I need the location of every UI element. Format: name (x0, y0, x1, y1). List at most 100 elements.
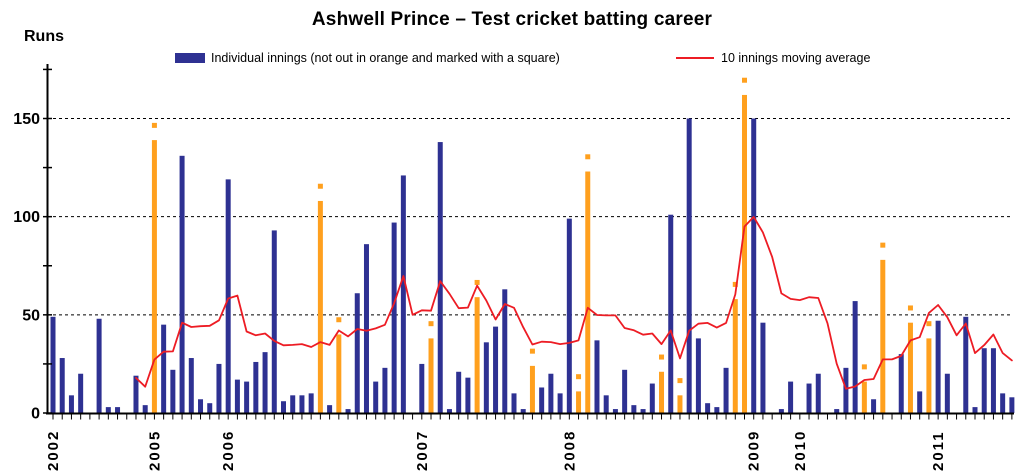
not-out-marker (926, 321, 932, 327)
innings-bar (640, 409, 646, 413)
innings-bar (170, 369, 176, 413)
innings-bar (373, 381, 379, 413)
innings-bar (594, 340, 600, 413)
not-out-marker (576, 374, 582, 380)
innings-bar (612, 409, 618, 413)
innings-bar (871, 399, 877, 413)
not-out-marker (861, 364, 867, 370)
innings-bar (483, 342, 489, 413)
innings-bar (465, 377, 471, 413)
not-out-marker (880, 242, 886, 248)
x-year-label: 2011 (930, 430, 947, 471)
innings-bar (990, 348, 996, 413)
innings-bar-not-out (151, 140, 157, 413)
innings-bar (843, 367, 849, 413)
innings-bar-not-out (880, 259, 886, 413)
innings-bar-not-out (742, 94, 747, 413)
not-out-marker (317, 183, 323, 189)
innings-bar-not-out (907, 322, 913, 413)
innings-bar (363, 244, 369, 413)
innings-bar (188, 358, 194, 413)
innings-bar (788, 381, 794, 413)
innings-bar-not-out (677, 395, 683, 413)
innings-bar-not-out (585, 171, 591, 413)
innings-bar (281, 401, 286, 413)
x-year-label: 2007 (414, 430, 431, 471)
moving-average-line-swatch-icon (676, 57, 714, 59)
not-out-marker (529, 348, 535, 354)
x-year-label: 2010 (792, 430, 809, 471)
not-out-marker (336, 317, 342, 323)
legend-item-innings: Individual innings (not out in orange an… (175, 49, 560, 67)
innings-bar (557, 393, 563, 413)
innings-bar (778, 409, 784, 413)
innings-bar (354, 293, 360, 413)
innings-bar (382, 367, 388, 413)
innings-bar (446, 409, 452, 413)
innings-bar (852, 301, 858, 413)
innings-bar (96, 318, 102, 413)
legend-moving-average-label: 10 innings moving average (721, 51, 871, 65)
not-out-marker (659, 354, 665, 360)
innings-bar (50, 316, 56, 413)
innings-bar (944, 373, 950, 413)
innings-bar (133, 375, 139, 413)
innings-bar (686, 118, 692, 413)
innings-bar (806, 383, 812, 413)
innings-bar (723, 367, 729, 413)
innings-bar (502, 289, 508, 413)
innings-bar-not-out (732, 299, 738, 413)
x-year-label: 2008 (561, 430, 578, 471)
innings-bar (161, 324, 167, 413)
innings-bar (327, 405, 333, 413)
innings-bar-not-out (336, 334, 342, 413)
innings-bar (142, 405, 148, 413)
innings-bar (917, 391, 923, 413)
innings-bar (815, 373, 821, 413)
innings-bar (244, 381, 250, 413)
innings-bar (345, 409, 351, 413)
x-year-label: 2005 (146, 430, 163, 471)
innings-bar (391, 222, 397, 413)
innings-bar (419, 363, 425, 413)
legend-item-moving-average: 10 innings moving average (676, 49, 870, 67)
innings-bar (760, 322, 766, 413)
not-out-marker (677, 378, 683, 384)
innings-bar (234, 379, 240, 413)
innings-bar-swatch-icon (175, 53, 205, 63)
not-out-marker (151, 122, 157, 128)
x-year-label: 2009 (746, 430, 763, 471)
innings-bar-not-out (861, 381, 867, 413)
innings-bar (972, 407, 978, 413)
innings-bar (622, 369, 628, 413)
innings-bar (253, 361, 259, 413)
innings-bar-not-out (428, 338, 434, 413)
y-tick-label: 150 (13, 111, 40, 128)
innings-bar (437, 142, 443, 413)
innings-bar (935, 320, 941, 413)
innings-bar (631, 405, 637, 413)
innings-bar (751, 118, 757, 413)
y-tick-label: 50 (22, 307, 40, 324)
not-out-marker (907, 305, 913, 311)
innings-bar-not-out (926, 338, 932, 413)
innings-bar (705, 403, 711, 413)
innings-bar (78, 373, 84, 413)
chart-title: Ashwell Prince – Test cricket batting ca… (311, 9, 713, 30)
innings-bar (1009, 397, 1015, 413)
innings-bar (493, 326, 499, 413)
innings-bar (207, 403, 213, 413)
not-out-marker (732, 281, 738, 287)
innings-bar (179, 155, 185, 414)
innings-bar (566, 218, 572, 413)
y-tick-label: 100 (13, 209, 40, 226)
innings-bar-not-out (317, 200, 323, 413)
innings-bar (400, 175, 406, 413)
innings-bar (963, 316, 969, 413)
not-out-marker (585, 154, 591, 160)
legend-innings-label: Individual innings (not out in orange an… (211, 51, 560, 65)
legend: Individual innings (not out in orange an… (0, 49, 1024, 67)
innings-bar (511, 393, 517, 413)
